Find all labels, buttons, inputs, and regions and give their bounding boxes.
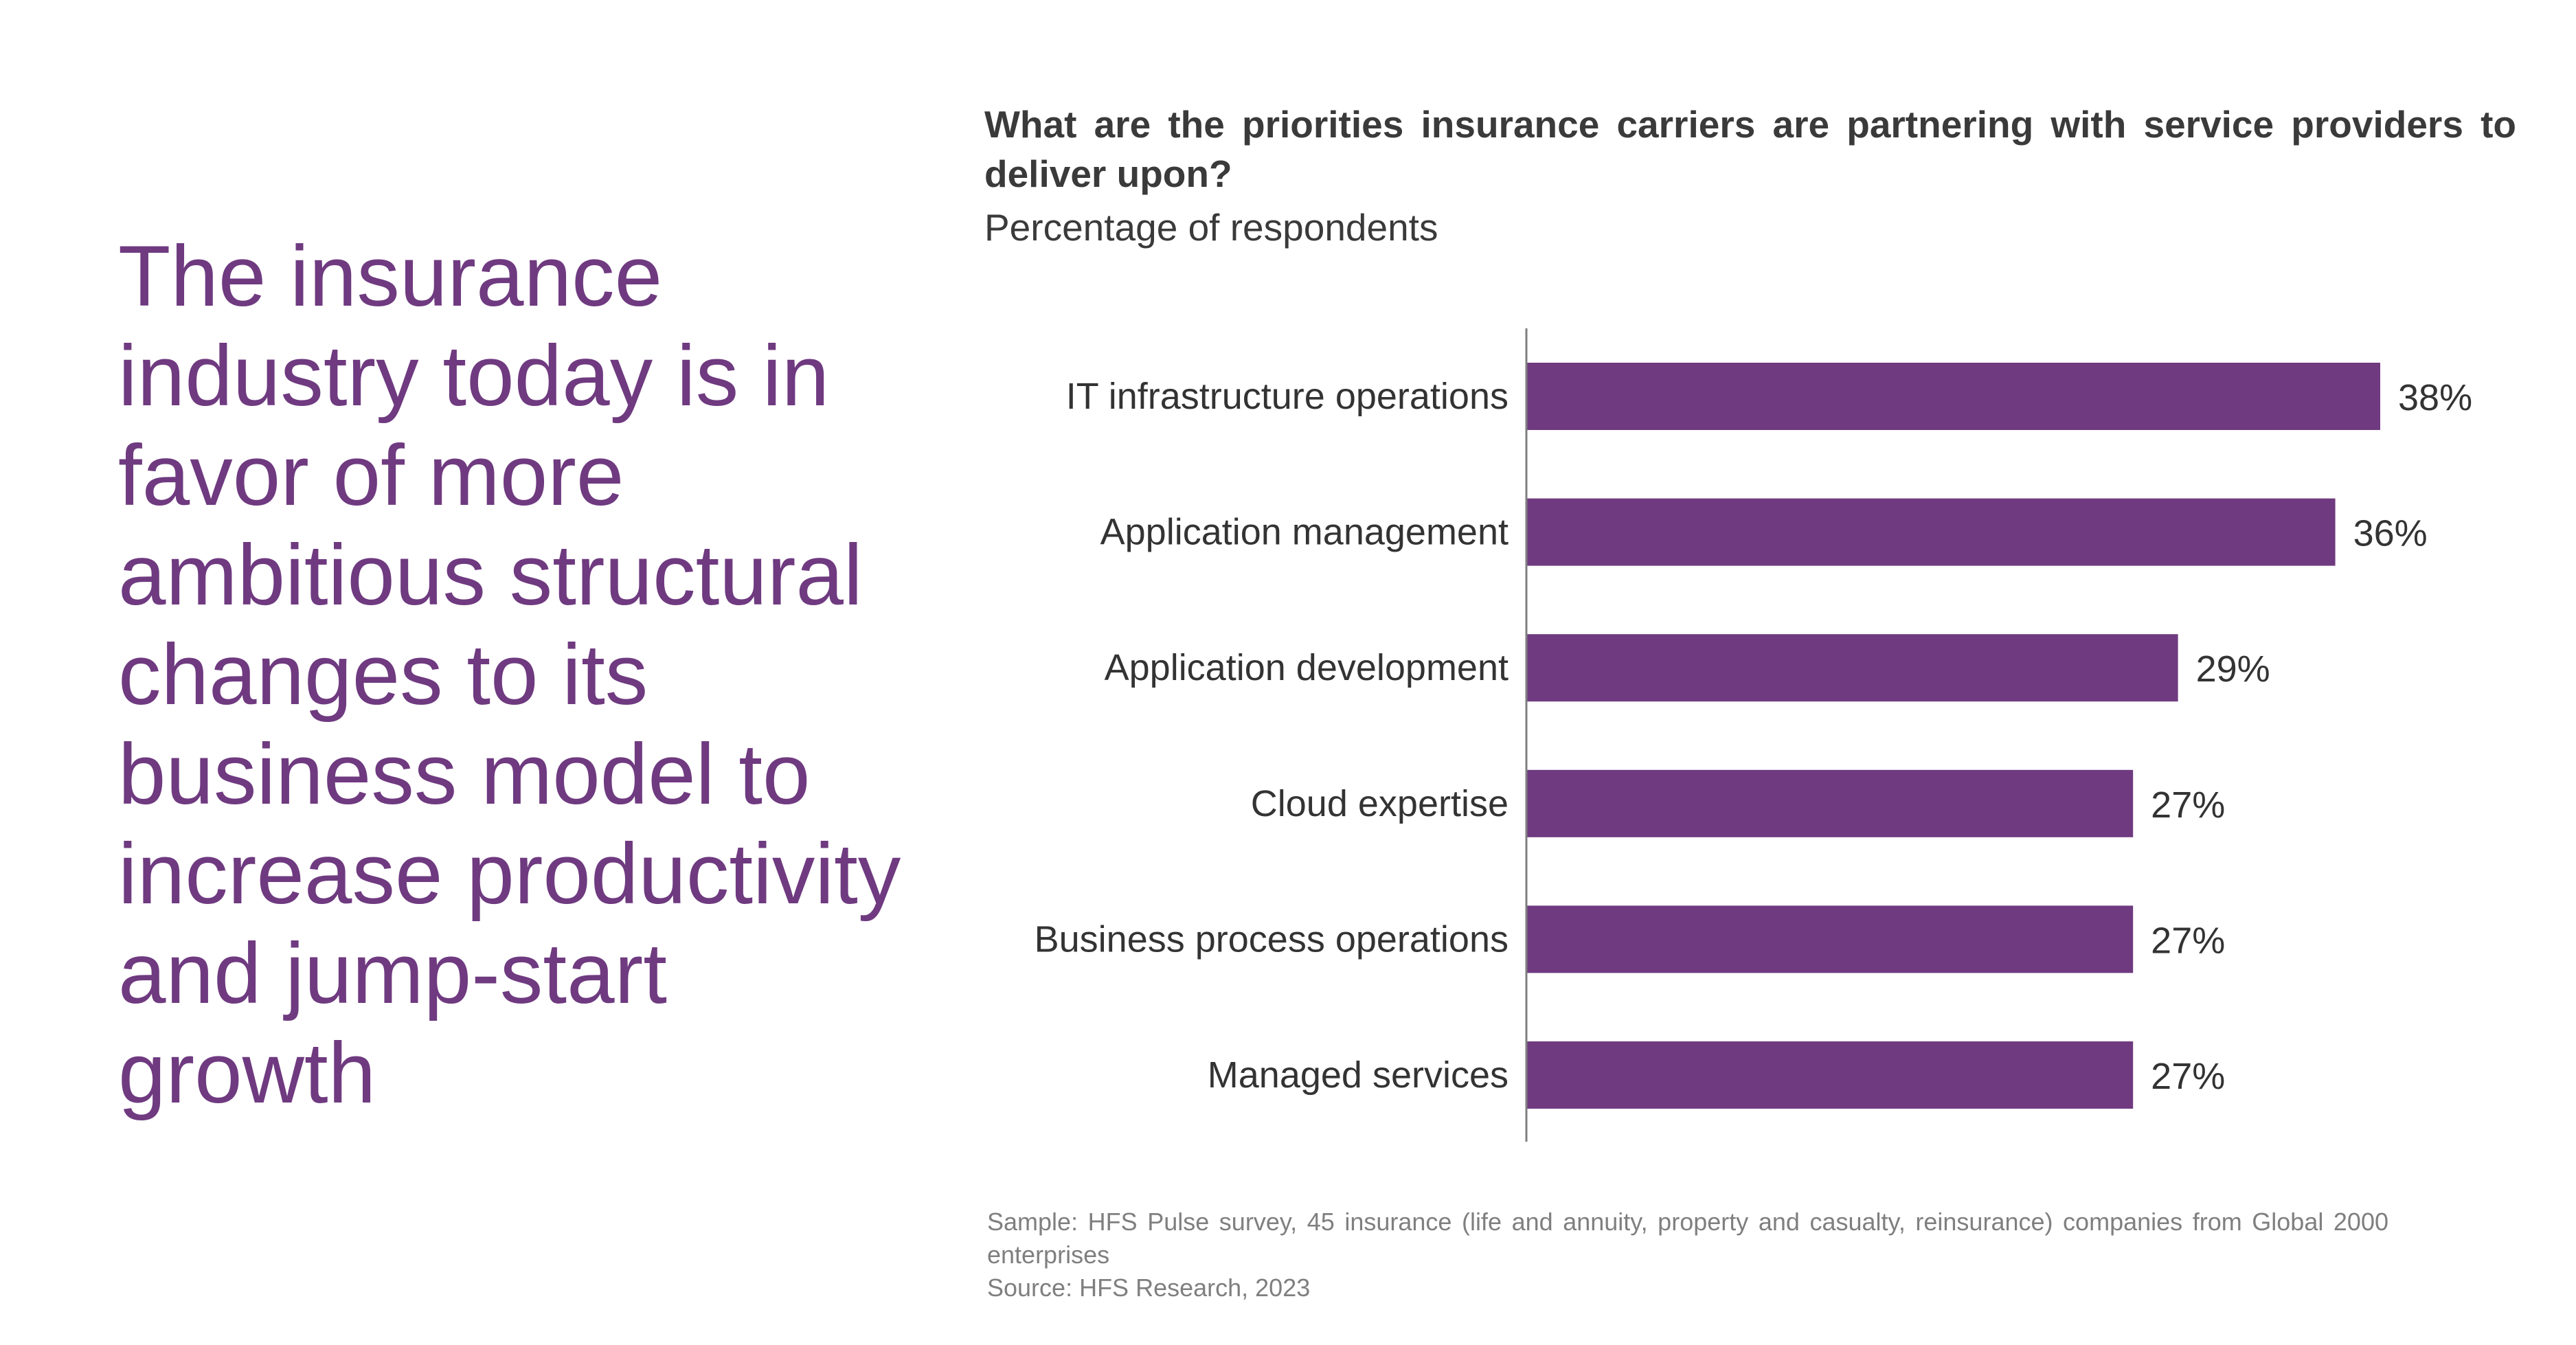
category-label: Application development (1105, 647, 1509, 688)
chart-title: What are the priorities insurance carrie… (984, 103, 2516, 195)
category-label: Cloud expertise (1251, 783, 1509, 824)
source-note: Source: HFS Research, 2023 (987, 1274, 1311, 1302)
category-label: IT infrastructure operations (1066, 376, 1509, 417)
headline: The insurance industry today is in favor… (118, 229, 901, 1121)
bar (1526, 363, 2380, 430)
sample-note: Sample: HFS Pulse survey, 45 insurance (… (987, 1208, 2388, 1269)
bar (1526, 1041, 2134, 1109)
category-label: Managed services (1208, 1054, 1509, 1096)
bar (1526, 905, 2134, 973)
data-label: 27% (2151, 1056, 2225, 1097)
category-label: Application management (1100, 512, 1509, 553)
footnote: Sample: HFS Pulse survey, 45 insurance (… (987, 1206, 2388, 1304)
bars-layer: IT infrastructure operations 38% Applicati… (1035, 363, 2472, 1109)
data-label: 29% (2196, 648, 2270, 690)
data-label: 36% (2353, 513, 2428, 554)
data-label: 27% (2151, 920, 2225, 961)
category-label: Business process operations (1035, 918, 1509, 960)
bar-chart: IT infrastructure operations 38% Applicati… (1035, 328, 2472, 1142)
data-label: 27% (2151, 784, 2225, 826)
bar (1526, 769, 2134, 837)
bar (1526, 498, 2336, 566)
chart-subtitle: Percentage of respondents (984, 206, 1438, 249)
bar (1526, 634, 2178, 702)
data-label: 38% (2398, 377, 2472, 418)
